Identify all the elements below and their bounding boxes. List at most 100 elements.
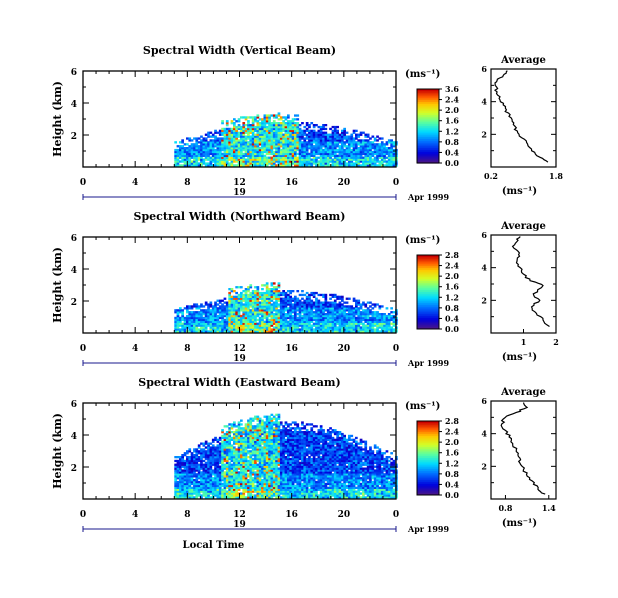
heatmap-cell [195, 320, 199, 323]
chart-title: Spectral Width (Eastward Beam) [138, 376, 340, 389]
heatmap-cell [190, 496, 194, 499]
heatmap-cell [256, 448, 260, 451]
heatmap-cell [228, 330, 231, 333]
heatmap-cell [233, 326, 236, 329]
heatmap-cell [270, 143, 274, 146]
heatmap-cell [284, 326, 288, 329]
heatmap-cell [190, 160, 194, 163]
heatmap-cell [223, 479, 227, 482]
heatmap-cell [181, 461, 184, 464]
heatmap-cell [228, 446, 231, 449]
heatmap-cell [315, 137, 318, 140]
heatmap-cell [218, 471, 222, 474]
heatmap-cell [249, 141, 253, 144]
heatmap-cell [216, 328, 220, 331]
heatmap-cell [258, 147, 262, 150]
heatmap-cell [268, 463, 271, 466]
heatmap-cell [254, 133, 257, 136]
heatmap-cell [251, 160, 255, 163]
heatmap-cell [350, 307, 354, 310]
heatmap-cell [268, 324, 271, 327]
heatmap-cell [193, 454, 196, 457]
heatmap-cell [378, 314, 382, 318]
heatmap-cell [233, 482, 236, 486]
heatmap-cell [240, 141, 243, 144]
heatmap-cell [242, 471, 246, 474]
heatmap-cell [263, 490, 267, 493]
heatmap-cell [209, 318, 213, 322]
heatmap-cell [315, 158, 318, 161]
heatmap-cell [211, 145, 215, 148]
colorbar-tick-label: 2.4 [445, 261, 459, 271]
heatmap-cell [268, 120, 271, 123]
heatmap-cell [216, 145, 220, 148]
heatmap-cell [221, 444, 224, 447]
chart-title: Spectral Width (Northward Beam) [134, 210, 346, 223]
heatmap-cell [240, 305, 243, 308]
heatmap-cell [364, 305, 368, 308]
heatmap-cell [341, 299, 344, 302]
heatmap-cell [193, 488, 196, 491]
heatmap-cell [373, 143, 377, 146]
heatmap-cell [387, 313, 391, 316]
heatmap-cell [228, 156, 231, 159]
colorbar-label: (ms⁻¹) [405, 235, 440, 246]
heatmap-cell [265, 309, 269, 312]
heatmap-cell [209, 488, 213, 491]
heatmap-cell [228, 456, 231, 459]
heatmap-cell [247, 452, 250, 455]
heatmap-cell [233, 442, 236, 445]
heatmap-cell [333, 145, 337, 148]
heatmap-cell [181, 318, 184, 322]
heatmap-cell [310, 137, 314, 140]
heatmap-cell [225, 158, 229, 161]
heatmap-cell [221, 152, 224, 156]
heatmap-cell [216, 459, 220, 463]
heatmap-cell [287, 139, 290, 142]
heatmap-cell [268, 454, 271, 457]
heatmap-cell [176, 150, 180, 154]
heatmap-cell [303, 324, 307, 327]
heatmap-cell [350, 164, 354, 167]
heatmap-cell [256, 143, 260, 146]
heatmap-cell [244, 324, 248, 327]
heatmap-cell [225, 452, 229, 455]
heatmap-cell [254, 137, 257, 140]
heatmap-cell [200, 477, 203, 480]
heatmap-cell [216, 307, 220, 310]
colorbar-segment [417, 148, 439, 151]
heatmap-cell [218, 490, 222, 493]
heatmap-cell [256, 114, 260, 117]
heatmap-cell [230, 484, 234, 488]
heatmap-cell [244, 488, 248, 491]
heatmap-cell [193, 490, 196, 493]
heatmap-cell [357, 320, 361, 323]
heatmap-cell [179, 467, 182, 470]
heatmap-cell [200, 461, 203, 464]
heatmap-cell [244, 137, 248, 140]
heatmap-cell [258, 154, 262, 157]
heatmap-cell [296, 324, 300, 327]
heatmap-cell [333, 311, 337, 314]
heatmap-cell [279, 160, 283, 163]
colorbar-segment [417, 286, 439, 289]
heatmap-cell [359, 305, 363, 308]
heatmap-cell [277, 286, 281, 289]
heatmap-cell [371, 162, 375, 165]
heatmap-cell [230, 457, 234, 461]
heatmap-cell [179, 480, 182, 484]
heatmap-cell [348, 150, 351, 154]
heatmap-cell [230, 129, 234, 132]
heatmap-cell [204, 322, 208, 325]
heatmap-cell [244, 141, 248, 144]
heatmap-cell [301, 290, 304, 293]
average-y-tick-label: 2 [481, 129, 487, 139]
heatmap-cell [249, 313, 253, 316]
heatmap-cell [235, 456, 238, 459]
heatmap-cell [235, 429, 238, 432]
heatmap-cell [378, 150, 382, 154]
heatmap-cell [329, 141, 332, 144]
heatmap-cell [258, 477, 262, 480]
heatmap-cell [254, 444, 257, 447]
heatmap-cell [242, 450, 246, 453]
